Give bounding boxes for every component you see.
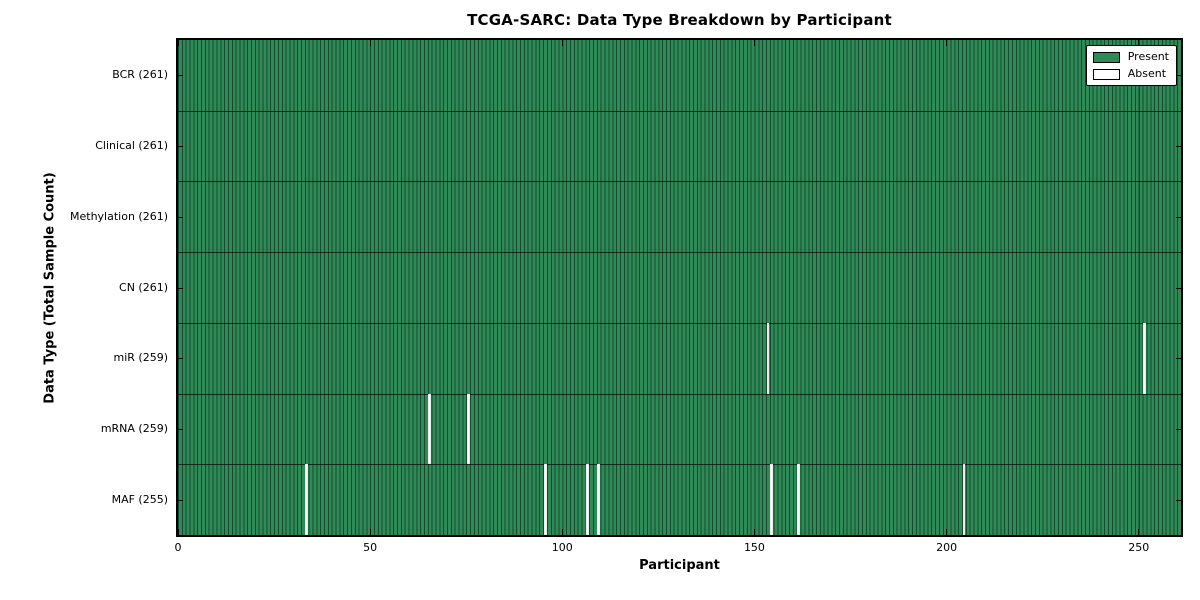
- x-tick: [561, 40, 563, 46]
- absent-cell-mir-153: [766, 322, 770, 394]
- y-tick: [178, 499, 183, 501]
- y-tick: [1176, 499, 1181, 501]
- y-tick: [178, 287, 183, 289]
- legend-swatch-present: [1092, 51, 1120, 63]
- absent-cell-mrna-75: [466, 393, 470, 465]
- row-label-mrna: mRNA (259): [100, 421, 168, 435]
- x-tick: [753, 40, 755, 46]
- row-label-cn: CN (261): [119, 280, 168, 294]
- x-tick: [369, 529, 371, 535]
- legend-swatch-absent: [1092, 68, 1120, 80]
- row-label-maf: MAF (255): [111, 492, 168, 506]
- chart-title: TCGA-SARC: Data Type Breakdown by Partic…: [467, 11, 892, 29]
- x-tick: [369, 40, 371, 46]
- legend: Present Absent: [1085, 45, 1177, 86]
- y-tick: [1176, 287, 1181, 289]
- x-tick-label-150: 150: [743, 541, 765, 554]
- legend-label-present: Present: [1127, 50, 1169, 63]
- y-tick: [1176, 358, 1181, 360]
- x-tick: [561, 529, 563, 535]
- x-tick: [753, 529, 755, 535]
- absent-cell-mrna-65: [428, 393, 432, 465]
- absent-cell-maf-154: [770, 464, 774, 535]
- y-tick: [1176, 428, 1181, 430]
- absent-cell-maf-106: [585, 464, 589, 535]
- x-tick-label-0: 0: [174, 541, 182, 554]
- y-tick: [178, 216, 183, 218]
- y-tick: [178, 146, 183, 148]
- row-divider: [178, 181, 1181, 183]
- row-label-bcr: BCR (261): [112, 68, 168, 82]
- x-tick-label-200: 200: [936, 541, 958, 554]
- y-tick: [1176, 146, 1181, 148]
- absent-cell-maf-204: [962, 464, 966, 535]
- row-label-methylation: Methylation (261): [70, 209, 168, 223]
- row-divider: [178, 464, 1181, 466]
- x-tick: [178, 40, 179, 46]
- row-divider: [178, 393, 1181, 395]
- x-tick: [946, 529, 948, 535]
- y-tick: [1176, 75, 1181, 77]
- y-tick: [178, 358, 183, 360]
- row-divider: [178, 322, 1181, 324]
- y-tick: [1176, 216, 1181, 218]
- row-label-mir: miR (259): [113, 351, 169, 365]
- x-tick-label-250: 250: [1128, 541, 1150, 554]
- legend-item-absent: Absent: [1092, 67, 1169, 80]
- x-tick-label-50: 50: [363, 541, 378, 554]
- x-tick: [178, 529, 179, 535]
- absent-cell-maf-109: [597, 464, 601, 535]
- legend-label-absent: Absent: [1127, 67, 1167, 80]
- y-tick: [178, 75, 183, 77]
- absent-cell-maf-95: [543, 464, 547, 535]
- x-tick-label-100: 100: [551, 541, 573, 554]
- x-tick: [1138, 529, 1140, 535]
- row-label-clinical: Clinical (261): [95, 139, 168, 153]
- row-divider: [178, 252, 1181, 254]
- plot-area: Present Absent: [176, 38, 1183, 537]
- legend-item-present: Present: [1092, 50, 1169, 63]
- x-axis-title: Participant: [639, 558, 720, 573]
- absent-cell-maf-33: [305, 464, 309, 535]
- absent-cell-mir-251: [1143, 322, 1146, 394]
- row-divider: [178, 110, 1181, 112]
- x-tick: [946, 40, 948, 46]
- y-tick: [178, 428, 183, 430]
- absent-cell-maf-161: [797, 464, 801, 535]
- x-tick: [1138, 40, 1140, 46]
